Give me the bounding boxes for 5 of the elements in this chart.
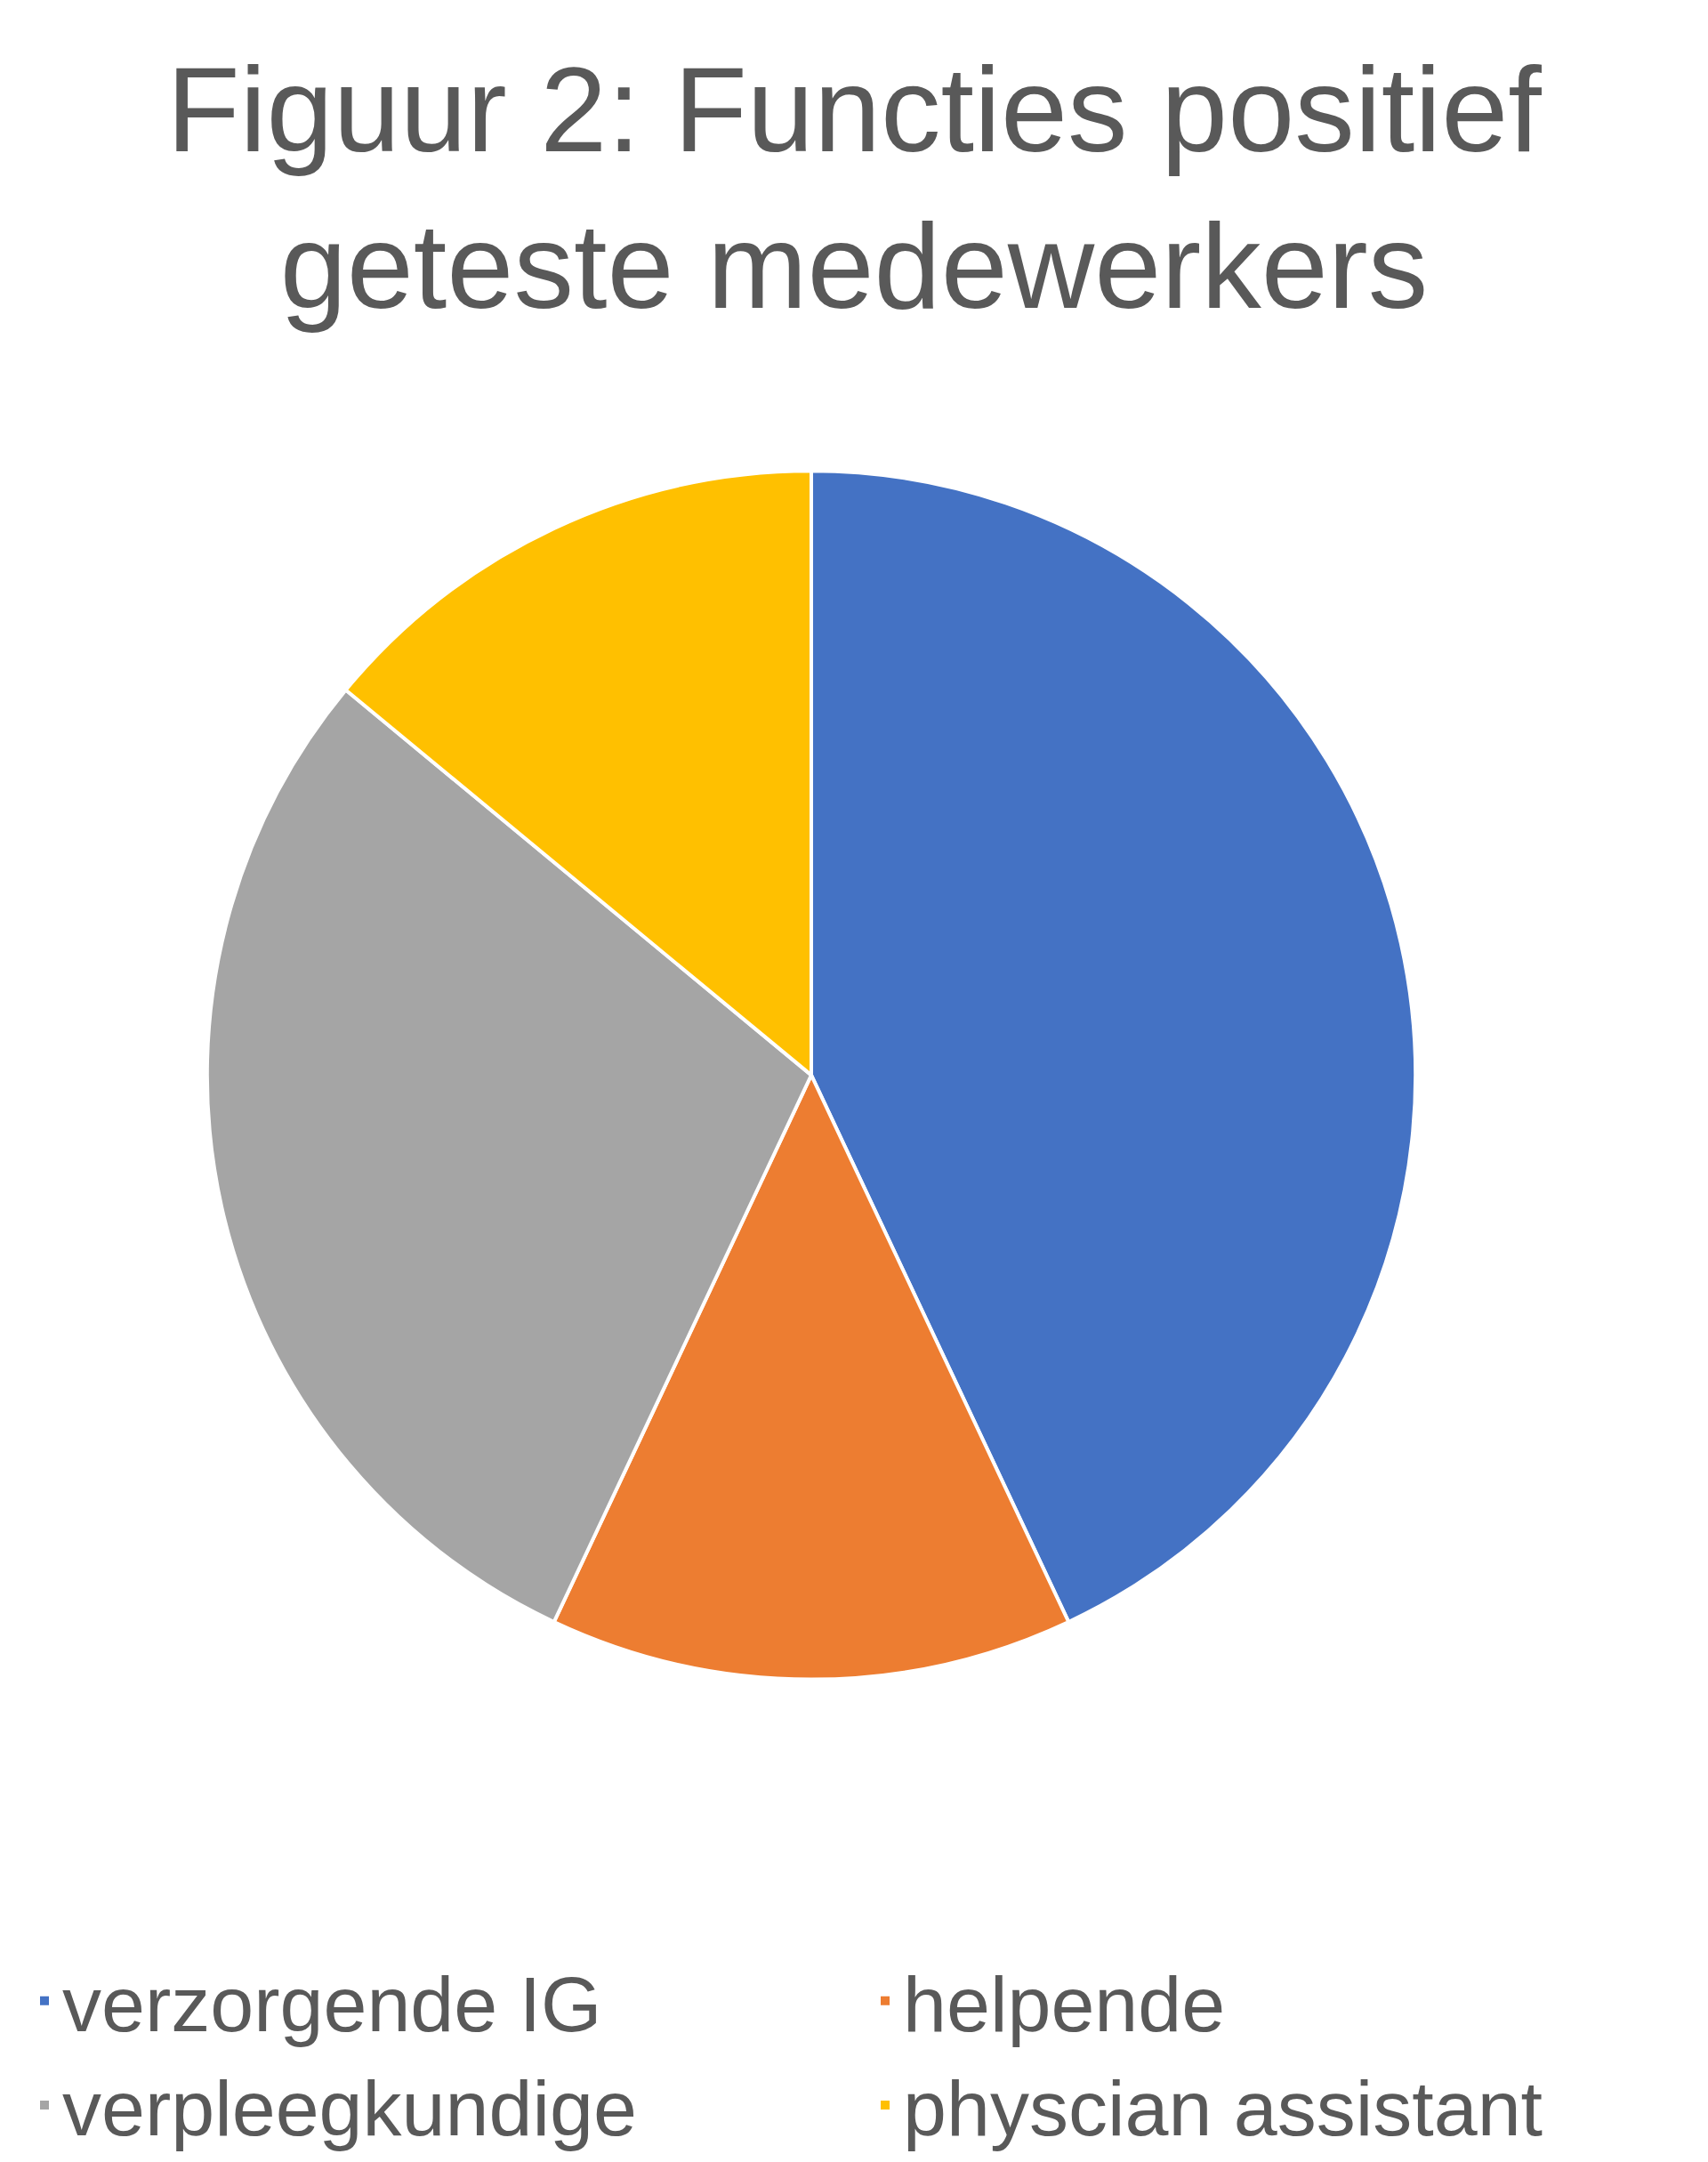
legend-label: physcian assistant [903, 2064, 1543, 2153]
legend-label: verpleegkundige [62, 2064, 637, 2153]
chart-title: Figuur 2: Functies positief geteste medewerkers [166, 43, 1543, 334]
legend-label: helpende [903, 1960, 1226, 2049]
legend-label: verzorgende IG [62, 1960, 602, 2049]
